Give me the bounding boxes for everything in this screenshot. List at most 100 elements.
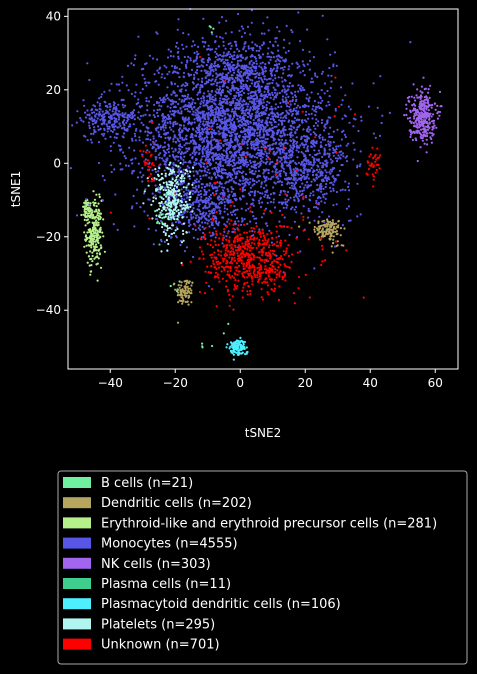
data-point [217, 54, 220, 57]
data-point [313, 157, 316, 160]
data-point [224, 98, 227, 101]
data-point [274, 88, 277, 91]
data-point [202, 120, 205, 123]
data-point [187, 287, 190, 290]
data-point [188, 142, 191, 145]
data-point [294, 109, 298, 112]
data-point [276, 151, 279, 154]
data-point [178, 293, 181, 296]
data-point [200, 195, 203, 198]
data-point [127, 125, 130, 128]
data-point [227, 190, 230, 193]
data-point [166, 148, 169, 151]
data-point [189, 59, 192, 62]
data-point [187, 33, 190, 36]
data-point [191, 88, 195, 91]
data-point [82, 99, 85, 102]
data-point [215, 105, 218, 108]
data-point [255, 163, 258, 166]
data-point [211, 128, 214, 131]
data-point [290, 153, 293, 156]
data-point [201, 345, 204, 348]
data-point [334, 179, 337, 182]
data-point [205, 126, 209, 129]
data-point [253, 155, 256, 158]
data-point [156, 108, 159, 112]
data-point [209, 218, 212, 221]
data-point [223, 204, 226, 207]
data-point [308, 153, 311, 157]
data-point [187, 289, 190, 292]
data-point [209, 110, 212, 113]
data-point [269, 112, 272, 115]
data-point [283, 119, 286, 122]
data-point [97, 128, 100, 131]
data-point [255, 181, 258, 184]
data-point [123, 116, 126, 119]
data-point [200, 138, 203, 141]
data-point [221, 97, 225, 101]
data-point [227, 109, 230, 112]
data-point [326, 224, 329, 227]
data-point [272, 198, 275, 201]
data-point [238, 158, 241, 161]
data-point [174, 149, 177, 152]
data-point [319, 174, 322, 177]
data-point [175, 66, 178, 69]
data-point [266, 91, 270, 94]
data-point [208, 95, 211, 98]
data-point [164, 126, 167, 129]
data-point [125, 121, 128, 124]
data-point [168, 117, 171, 120]
data-point [240, 223, 243, 226]
data-point [229, 142, 232, 145]
data-point [263, 195, 266, 198]
data-point [96, 262, 99, 265]
data-point [115, 83, 118, 86]
data-point [93, 228, 96, 231]
data-point [198, 152, 201, 155]
data-point [233, 121, 236, 124]
data-point [171, 65, 174, 68]
data-point [210, 97, 213, 100]
data-point [203, 69, 206, 72]
data-point [217, 45, 220, 48]
data-point [118, 116, 121, 119]
data-point [229, 70, 232, 73]
data-point [203, 99, 206, 102]
data-point [257, 122, 260, 125]
data-point [288, 178, 291, 181]
data-point [120, 127, 123, 130]
data-point [234, 192, 237, 195]
data-point [221, 168, 224, 171]
data-point [178, 179, 181, 182]
data-point [226, 198, 229, 201]
data-point [256, 104, 259, 108]
data-point [255, 85, 258, 89]
data-point [210, 31, 213, 34]
data-point [176, 28, 179, 31]
data-point [294, 132, 297, 135]
data-point [192, 40, 195, 43]
data-point [228, 134, 231, 138]
data-point [310, 180, 313, 183]
data-point [82, 120, 85, 123]
data-point [161, 101, 164, 104]
data-point [255, 100, 258, 103]
data-point [274, 162, 277, 166]
data-point [320, 190, 323, 193]
data-point [293, 179, 296, 182]
data-point [208, 172, 211, 175]
data-point [207, 201, 210, 204]
data-point [246, 147, 249, 150]
data-point [201, 77, 204, 80]
data-point [208, 122, 211, 125]
data-point [200, 199, 203, 202]
data-point [169, 99, 172, 102]
data-point [253, 130, 256, 133]
data-point [186, 96, 189, 99]
data-point [158, 123, 161, 126]
data-point [275, 37, 278, 40]
data-point [212, 82, 215, 85]
data-point [173, 106, 176, 109]
